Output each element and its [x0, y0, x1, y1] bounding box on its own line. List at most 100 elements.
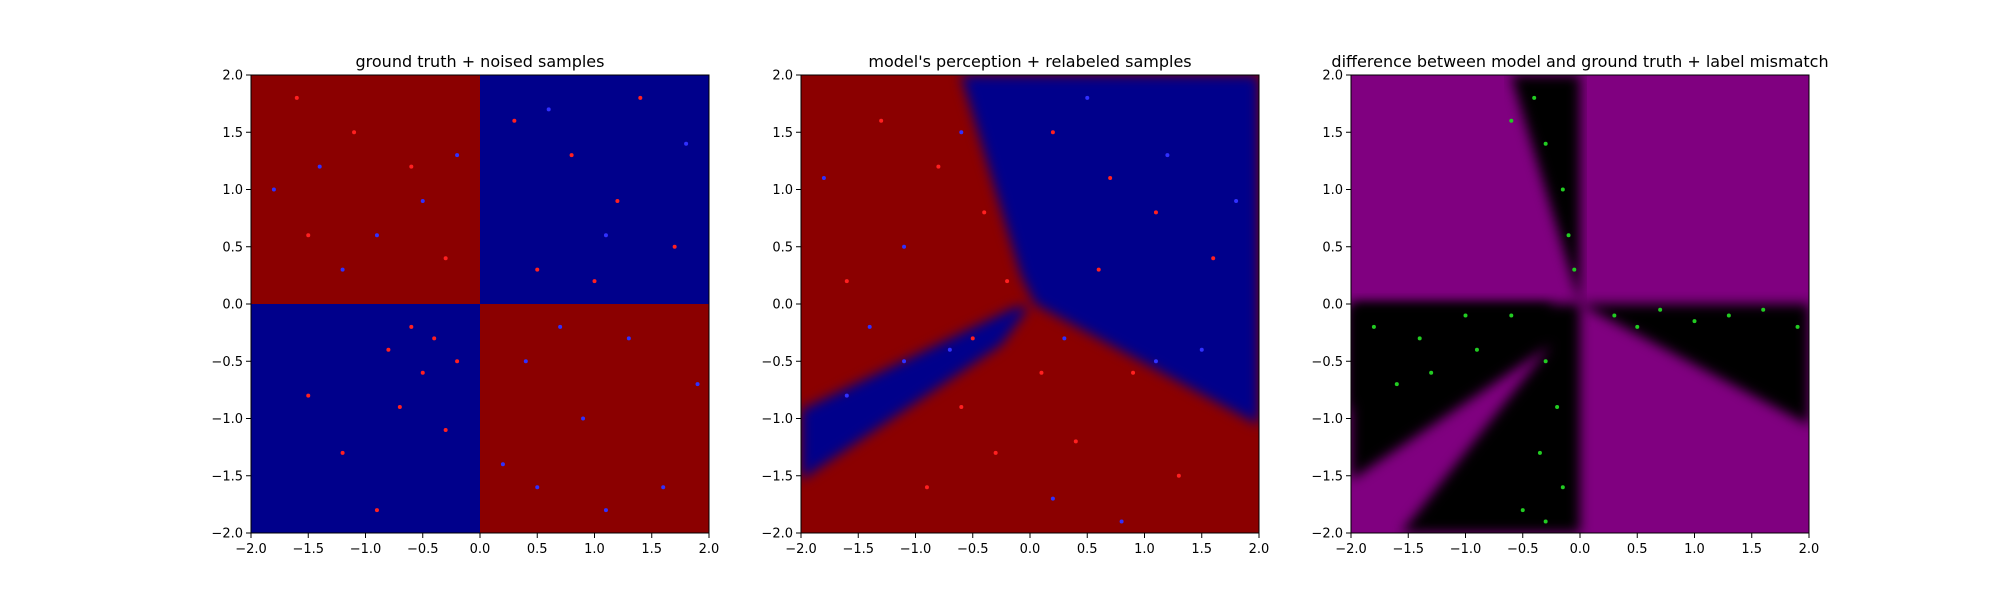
scatter-point-blue — [374, 233, 379, 238]
scatter-point-green — [1658, 307, 1663, 312]
scatter-point-blue — [546, 107, 551, 112]
scatter-point-red — [592, 279, 597, 284]
scatter-point-red — [1039, 370, 1044, 375]
scatter-point-blue — [420, 198, 425, 203]
y-tick-label: −1.0 — [1311, 412, 1343, 427]
scatter-point-red — [1096, 267, 1101, 272]
y-tick-label: 1.5 — [1322, 126, 1343, 141]
x-tick-label: 0.5 — [1077, 542, 1098, 557]
scatter-point-red — [420, 370, 425, 375]
scatter-point-red — [409, 324, 414, 329]
y-tick-label: −2.0 — [211, 527, 243, 542]
scatter-point-green — [1532, 95, 1537, 100]
y-tick-label: −0.5 — [211, 355, 243, 370]
x-tick-label: 1.0 — [1134, 542, 1155, 557]
scatter-point-green — [1509, 313, 1514, 318]
scatter-point-blue — [1199, 347, 1204, 352]
scatter-point-red — [844, 279, 849, 284]
scatter-point-green — [1394, 382, 1399, 387]
x-tick-label: 1.5 — [641, 542, 662, 557]
scatter-point-red — [1131, 370, 1136, 375]
scatter-point-red — [672, 244, 677, 249]
scatter-point-green — [1572, 267, 1577, 272]
scatter-point-blue — [603, 508, 608, 513]
scatter-point-red — [535, 267, 540, 272]
y-tick-label: 1.5 — [772, 126, 793, 141]
y-tick-label: 1.0 — [222, 183, 243, 198]
x-tick-label: 0.5 — [527, 542, 548, 557]
scatter-point-blue — [1050, 496, 1055, 501]
x-tick-label: −0.5 — [407, 542, 439, 557]
x-tick-label: 0.0 — [1570, 542, 1591, 557]
scatter-point-blue — [603, 233, 608, 238]
y-tick-label: −2.0 — [1311, 527, 1343, 542]
y-tick-label: 0.5 — [1322, 240, 1343, 255]
scatter-point-blue — [1234, 198, 1239, 203]
scatter-point-green — [1543, 519, 1548, 524]
region-top-right — [480, 75, 709, 304]
x-tick-label: 2.0 — [699, 542, 720, 557]
scatter-point-red — [455, 359, 460, 364]
scatter-point-red — [294, 95, 299, 100]
y-tick-label: −1.5 — [1311, 469, 1343, 484]
y-tick-label: 1.0 — [1322, 183, 1343, 198]
scatter-point-green — [1635, 324, 1640, 329]
scatter-point-red — [970, 336, 975, 341]
scatter-point-green — [1463, 313, 1468, 318]
region-black-right-wedge — [1580, 304, 1809, 425]
scatter-point-red — [1050, 130, 1055, 135]
scatter-point-red — [409, 164, 414, 169]
scatter-point-green — [1509, 118, 1514, 123]
chart-title: difference between model and ground trut… — [1331, 52, 1828, 71]
x-tick-label: −0.5 — [957, 542, 989, 557]
points-layer — [271, 95, 700, 513]
scatter-point-green — [1560, 485, 1565, 490]
scatter-point-red — [374, 508, 379, 513]
scatter-point-green — [1537, 450, 1542, 455]
x-tick-label: 1.0 — [584, 542, 605, 557]
scatter-point-blue — [1085, 95, 1090, 100]
x-tick-label: 0.0 — [470, 542, 491, 557]
scatter-point-green — [1543, 141, 1548, 146]
scatter-point-green — [1726, 313, 1731, 318]
scatter-point-red — [386, 347, 391, 352]
scatter-point-blue — [455, 153, 460, 158]
panel-model-perception: model's perception + relabeled samples −… — [761, 52, 1269, 557]
y-tick-label: 0.5 — [772, 240, 793, 255]
scatter-point-blue — [317, 164, 322, 169]
plot-area — [251, 75, 709, 533]
scatter-point-blue — [902, 244, 907, 249]
y-tick-label: 0.5 — [222, 240, 243, 255]
ticks-layer: −2.0 −1.5 −1.0 −0.5 0.0 0.5 1.0 1.5 2.0 −2.0 −1.5 −… — [761, 69, 1269, 558]
scatter-point-blue — [1153, 359, 1158, 364]
region-black-left-band-top — [1351, 304, 1551, 410]
x-tick-label: −1.0 — [900, 542, 932, 557]
scatter-point-red — [569, 153, 574, 158]
x-tick-label: −2.0 — [1335, 542, 1367, 557]
region-bottom-left — [251, 304, 480, 533]
x-tick-label: 1.5 — [1741, 542, 1762, 557]
scatter-point-green — [1474, 347, 1479, 352]
region-blue-upper-right — [961, 75, 1259, 425]
scatter-point-red — [993, 450, 998, 455]
chart-title: ground truth + noised samples — [356, 52, 605, 71]
y-tick-label: 2.0 — [772, 69, 793, 84]
scatter-point-red — [397, 405, 402, 410]
x-tick-label: 0.0 — [1020, 542, 1041, 557]
y-tick-label: 1.5 — [222, 126, 243, 141]
scatter-point-red — [306, 233, 311, 238]
plot-area — [801, 75, 1259, 533]
scatter-point-blue — [523, 359, 528, 364]
scatter-point-red — [1073, 439, 1078, 444]
scatter-point-blue — [1165, 153, 1170, 158]
scatter-point-green — [1560, 187, 1565, 192]
scatter-point-red — [879, 118, 884, 123]
scatter-point-red — [1176, 473, 1181, 478]
scatter-point-blue — [626, 336, 631, 341]
x-tick-label: 1.5 — [1191, 542, 1212, 557]
scatter-point-red — [1108, 176, 1113, 181]
scatter-point-blue — [500, 462, 505, 467]
ticks-layer: −2.0 −1.5 −1.0 −0.5 0.0 0.5 1.0 1.5 2.0 −2.0 −1.5 −… — [211, 69, 719, 558]
scatter-point-red — [340, 450, 345, 455]
scatter-point-red — [352, 130, 357, 135]
